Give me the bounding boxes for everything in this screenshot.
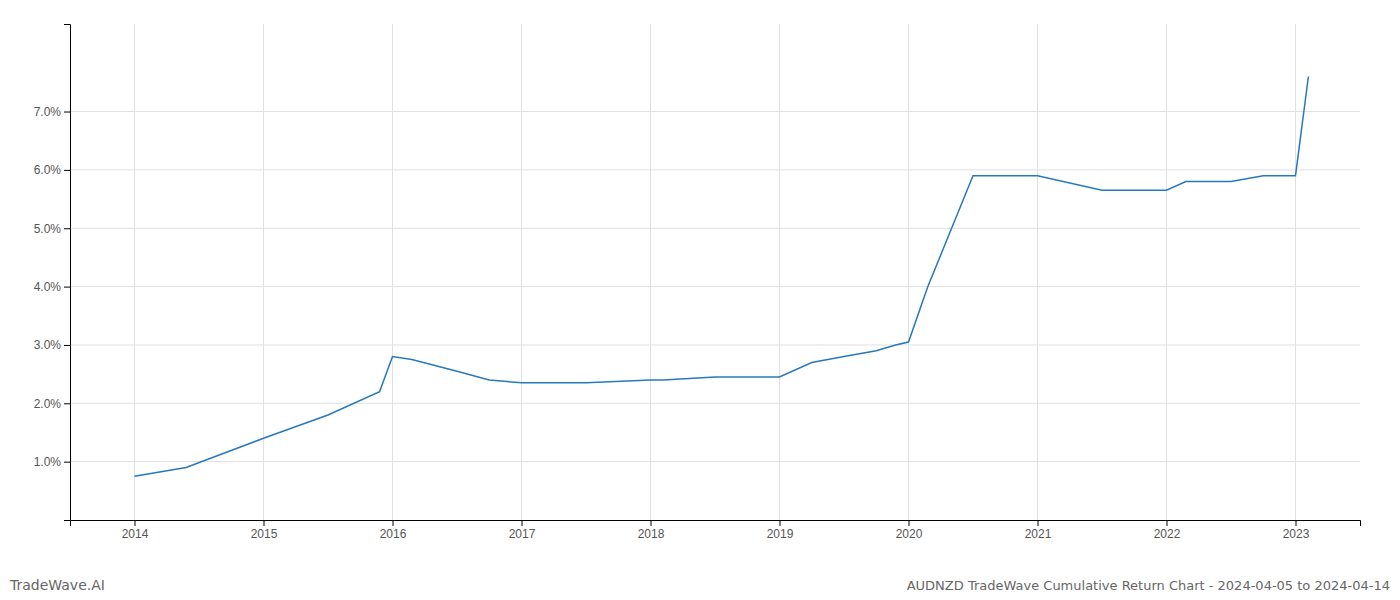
x-tick: 2023 bbox=[1283, 520, 1310, 541]
y-grid-line bbox=[70, 286, 1360, 287]
x-tick-mark bbox=[393, 520, 394, 526]
x-tick-label: 2018 bbox=[638, 527, 665, 541]
x-tick-mark bbox=[909, 520, 910, 526]
x-tick-label: 2022 bbox=[1154, 527, 1181, 541]
title: AUDNZD TradeWave Cumulative Return Chart… bbox=[907, 578, 1390, 593]
y-axis: 1.0% 2.0% 3.0% 4.0% 5.0% 6.0% 7.0% bbox=[34, 25, 71, 521]
x-tick-label: 2019 bbox=[767, 527, 794, 541]
y-grid-line bbox=[70, 228, 1360, 229]
y-tick-label: 5.0% bbox=[34, 222, 62, 236]
x-tick-label: 2021 bbox=[1025, 527, 1052, 541]
x-grid-line bbox=[650, 24, 651, 520]
x-tick-label: 2015 bbox=[251, 527, 278, 541]
x-tick-mark bbox=[522, 520, 523, 526]
x-tick-mark bbox=[1038, 520, 1039, 526]
plot-area bbox=[135, 77, 1309, 477]
grid bbox=[70, 24, 1360, 520]
x-tick-label: 2023 bbox=[1283, 527, 1310, 541]
x-tick-mark bbox=[780, 520, 781, 526]
y-tick-mark bbox=[64, 462, 70, 463]
x-grid-line bbox=[1166, 24, 1167, 520]
x-tick-label: 2020 bbox=[896, 527, 923, 541]
y-grid-line bbox=[70, 344, 1360, 345]
y-tick-label: 2.0% bbox=[34, 397, 62, 411]
y-tick: 5.0% bbox=[34, 222, 70, 236]
y-tick: 2.0% bbox=[34, 397, 70, 411]
x-grid-line bbox=[263, 24, 264, 520]
y-tick: 4.0% bbox=[34, 280, 70, 294]
y-grid-line bbox=[70, 111, 1360, 112]
y-grid-line bbox=[70, 169, 1360, 170]
x-tick: 2014 bbox=[122, 520, 149, 541]
x-grid-line bbox=[908, 24, 909, 520]
y-tick-label: 1.0% bbox=[34, 455, 62, 469]
y-tick-label: 7.0% bbox=[34, 105, 62, 119]
x-tick-label: 2017 bbox=[509, 527, 536, 541]
x-tick: 2022 bbox=[1154, 520, 1181, 541]
y-tick-label: 6.0% bbox=[34, 163, 62, 177]
x-grid-line bbox=[392, 24, 393, 520]
y-tick-label: 3.0% bbox=[34, 338, 62, 352]
y-tick-mark bbox=[64, 403, 70, 404]
x-tick-mark bbox=[651, 520, 652, 526]
x-tick: 2020 bbox=[896, 520, 923, 541]
y-tick: 6.0% bbox=[34, 163, 70, 177]
x-tick-mark bbox=[264, 520, 265, 526]
x-tick: 2019 bbox=[767, 520, 794, 541]
y-axis-line bbox=[64, 25, 71, 521]
x-tick-label: 2016 bbox=[380, 527, 407, 541]
x-tick-mark bbox=[1296, 520, 1297, 526]
y-tick: 7.0% bbox=[34, 105, 70, 119]
watermark: TradeWave.AI bbox=[9, 577, 105, 593]
x-tick: 2016 bbox=[380, 520, 407, 541]
x-grid-line bbox=[134, 24, 135, 520]
y-grid-line bbox=[70, 403, 1360, 404]
y-tick: 3.0% bbox=[34, 338, 70, 352]
x-grid-line bbox=[779, 24, 780, 520]
x-tick: 2017 bbox=[509, 520, 536, 541]
x-tick-mark bbox=[135, 520, 136, 526]
x-tick-mark bbox=[1167, 520, 1168, 526]
x-grid-line bbox=[521, 24, 522, 520]
x-tick: 2015 bbox=[251, 520, 278, 541]
x-tick: 2021 bbox=[1025, 520, 1052, 541]
y-tick-mark bbox=[64, 170, 70, 171]
chart: 2014 2015 2016 2017 2018 2019 2020 2021 2022 2023… bbox=[0, 0, 1400, 600]
y-tick: 1.0% bbox=[34, 455, 70, 469]
y-tick-mark bbox=[64, 345, 70, 346]
x-tick-label: 2014 bbox=[122, 527, 149, 541]
x-tick: 2018 bbox=[638, 520, 665, 541]
y-grid-line bbox=[70, 461, 1360, 462]
x-grid-line bbox=[1037, 24, 1038, 520]
x-axis: 2014 2015 2016 2017 2018 2019 2020 2021 2022 2023 bbox=[71, 520, 1361, 541]
y-tick-mark bbox=[64, 287, 70, 288]
y-tick-mark bbox=[64, 228, 70, 229]
y-tick-mark bbox=[64, 112, 70, 113]
x-grid-line bbox=[1295, 24, 1296, 520]
y-tick-label: 4.0% bbox=[34, 280, 62, 294]
x-axis-line bbox=[71, 521, 1361, 527]
line bbox=[135, 77, 1309, 477]
